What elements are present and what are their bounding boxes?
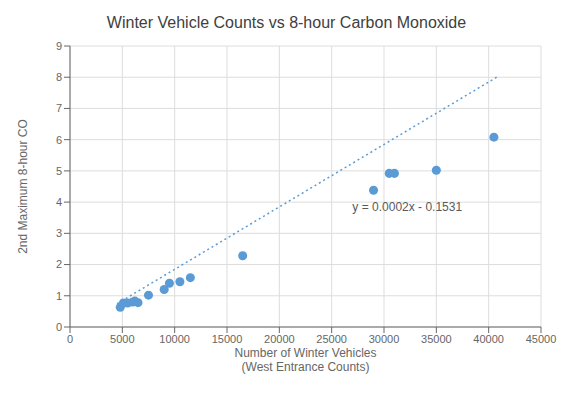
svg-text:15000: 15000 xyxy=(212,333,243,345)
svg-text:40000: 40000 xyxy=(473,333,504,345)
svg-text:8: 8 xyxy=(56,71,62,83)
svg-text:25000: 25000 xyxy=(316,333,347,345)
svg-text:35000: 35000 xyxy=(421,333,452,345)
svg-text:y = 0.0002x - 0.1531: y = 0.0002x - 0.1531 xyxy=(352,200,462,214)
svg-text:Number of Winter Vehicles(West: Number of Winter Vehicles(West Entrance … xyxy=(234,346,376,374)
svg-text:9: 9 xyxy=(56,40,62,52)
svg-text:5000: 5000 xyxy=(110,333,134,345)
svg-text:4: 4 xyxy=(56,196,62,208)
html-text:Winter Vehicle Counts vs 8-hou: Winter Vehicle Counts vs 8-hour Carbon M… xyxy=(106,14,467,31)
svg-text:2: 2 xyxy=(56,258,62,270)
svg-text:3: 3 xyxy=(56,227,62,239)
svg-text:5: 5 xyxy=(56,165,62,177)
svg-text:7: 7 xyxy=(56,102,62,114)
svg-text:10000: 10000 xyxy=(159,333,190,345)
svg-text:45000: 45000 xyxy=(526,333,557,345)
svg-text:0: 0 xyxy=(56,321,62,333)
svg-text:1: 1 xyxy=(56,290,62,302)
svg-text:6: 6 xyxy=(56,134,62,146)
svg-text:2nd Maximum 8-hour CO: 2nd Maximum 8-hour CO xyxy=(16,119,30,254)
svg-text:20000: 20000 xyxy=(264,333,295,345)
svg-text:30000: 30000 xyxy=(369,333,400,345)
svg-text:0: 0 xyxy=(67,333,73,345)
